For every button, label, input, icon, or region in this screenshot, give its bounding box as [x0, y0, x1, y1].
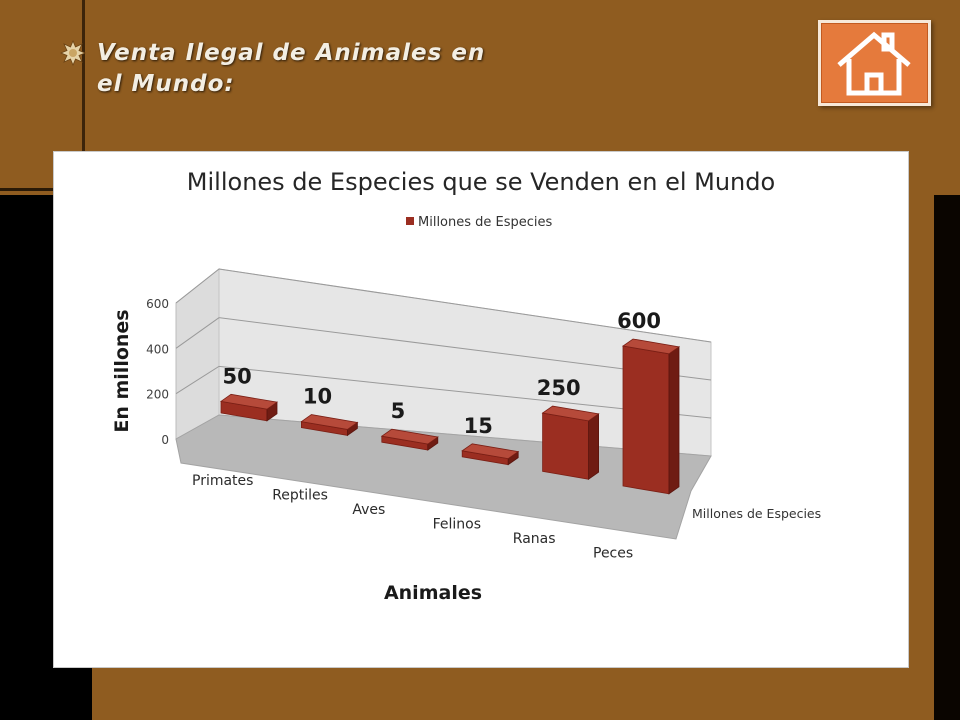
x-tick-label: Felinos [433, 517, 481, 533]
depth-axis-label: Millones de Especies [692, 506, 821, 521]
bar-side-face [588, 413, 599, 480]
home-button[interactable] [818, 20, 931, 106]
slide-title-line1: Venta Ilegal de Animales en [97, 40, 486, 66]
bar-top-face [219, 393, 279, 410]
y-tick-label: 600 [146, 297, 169, 311]
slide-title: Venta Ilegal de Animales en el Mundo: [97, 38, 557, 100]
chart-gridlines [175, 268, 712, 419]
x-tick-label: Ranas [513, 531, 556, 547]
data-label: 15 [464, 414, 493, 438]
chart-gridline [175, 268, 712, 343]
chart-title: Millones de Especies que se Venden en el… [187, 168, 775, 196]
legend-swatch [406, 217, 414, 225]
bar-primates [219, 393, 279, 422]
chart-container: 0 200 400 600 50 Primates 10 Reptiles 5 Aves 15 Fel… [53, 151, 909, 668]
bar-front-face [622, 345, 670, 495]
chart-legend: Millones de Especies [406, 215, 553, 230]
bar-front-face [542, 412, 589, 480]
y-tick-label: 400 [146, 342, 169, 356]
legend-label: Millones de Especies [418, 215, 553, 230]
chart-side-wall [175, 267, 220, 440]
chart-bars [219, 338, 681, 495]
bar-aves [380, 428, 439, 451]
y-axis-label: En millones [111, 309, 133, 432]
bar-top-face [621, 338, 681, 355]
x-tick-label: Primates [192, 473, 253, 489]
chart-gridline [175, 317, 712, 381]
bar-side-face [668, 346, 680, 495]
bar-reptiles [300, 414, 359, 437]
bar-felinos [461, 443, 520, 466]
data-label: 250 [537, 376, 581, 400]
chart-labels: 0 200 400 600 50 Primates 10 Reptiles 5 Aves 15 Fel… [111, 168, 821, 604]
y-tick-label: 200 [146, 388, 169, 402]
gear-bullet-icon [60, 40, 86, 66]
home-icon [837, 31, 911, 96]
chart-gridline [175, 365, 712, 419]
bar-top-face [380, 428, 439, 445]
x-tick-label: Aves [352, 502, 385, 518]
bar-peces [621, 338, 681, 495]
x-tick-label: Peces [593, 546, 633, 562]
data-label: 600 [617, 309, 661, 333]
bar-top-face [300, 414, 359, 430]
x-tick-label: Reptiles [272, 488, 328, 504]
slide-title-line2: el Mundo: [97, 71, 235, 97]
bar-ranas [541, 405, 600, 480]
x-axis-label: Animales [384, 582, 482, 604]
data-label: 10 [303, 385, 332, 409]
bar-top-face [461, 443, 520, 460]
data-label: 50 [222, 364, 251, 388]
y-tick-label: 0 [161, 433, 169, 447]
bar-top-face [541, 405, 600, 422]
data-label: 5 [391, 399, 406, 423]
bar-chart: 0 200 400 600 50 Primates 10 Reptiles 5 Aves 15 Fel… [111, 168, 821, 604]
